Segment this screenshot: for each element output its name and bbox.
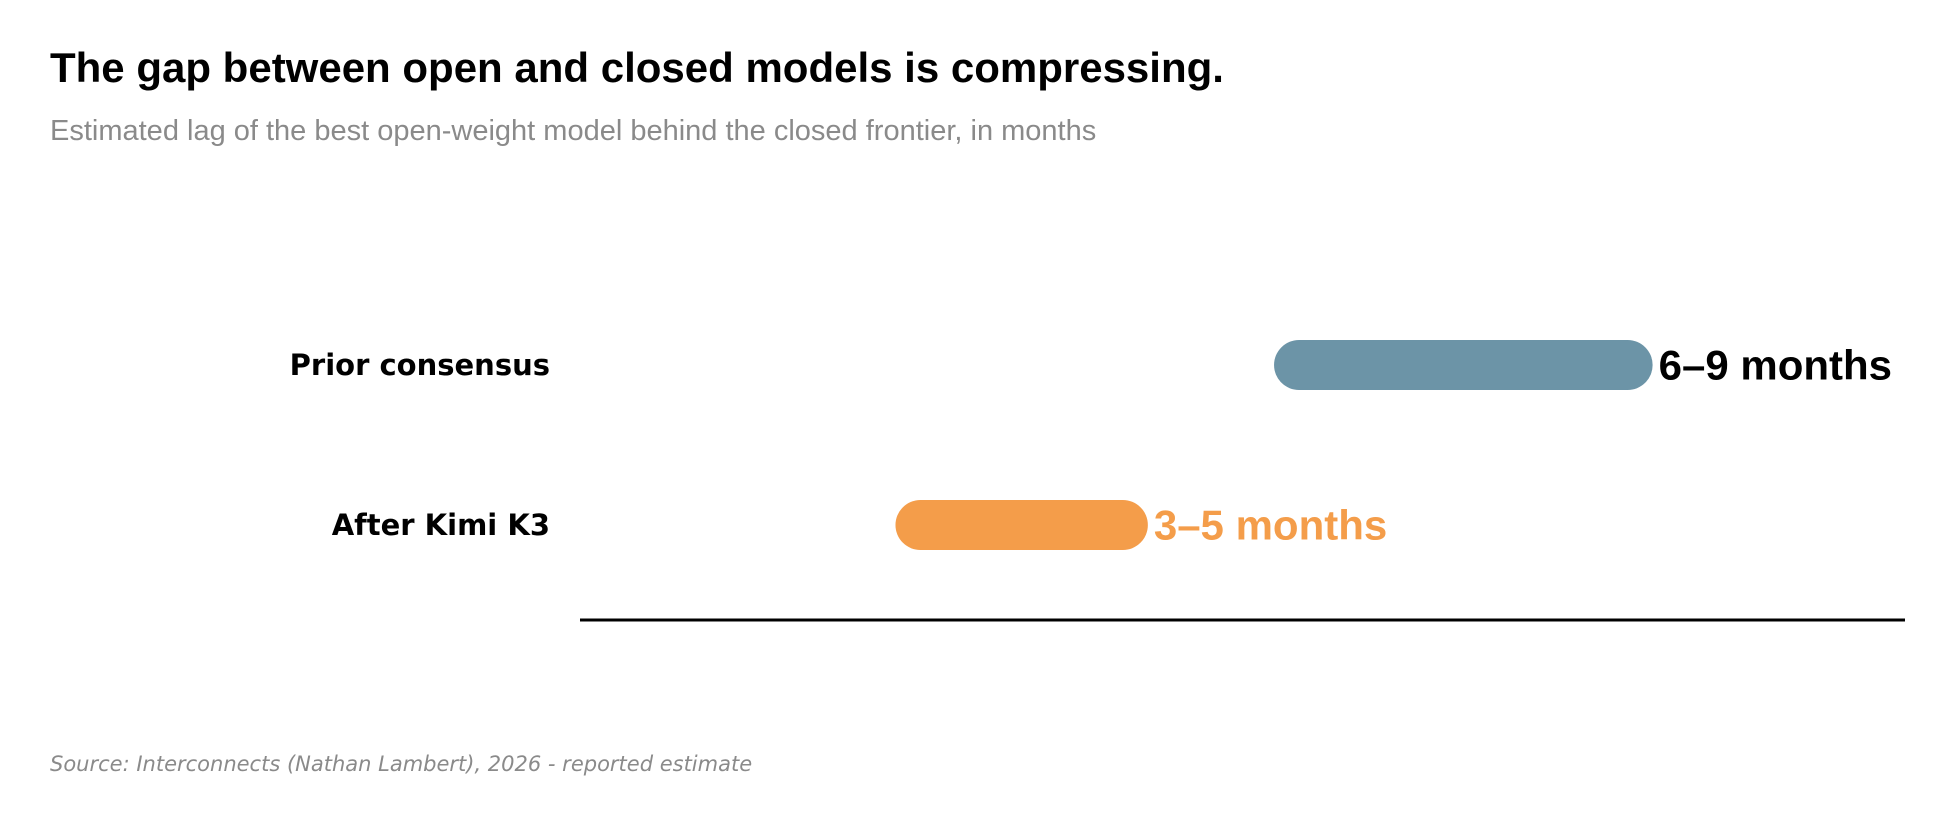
data-labels: 6–9 months 3–5 months	[1154, 342, 1892, 549]
data-label: 6–9 months	[1659, 342, 1892, 389]
range-bar	[895, 500, 1148, 550]
data-label: 3–5 months	[1154, 502, 1387, 549]
source-note: Source: Interconnects (Nathan Lambert), …	[50, 752, 753, 776]
range-bars	[895, 340, 1653, 550]
range-bar	[1274, 340, 1653, 390]
chart-title: The gap between open and closed models i…	[50, 44, 1224, 91]
category-label: Prior consensus	[290, 348, 550, 382]
chart-subtitle: Estimated lag of the best open-weight mo…	[50, 115, 1097, 147]
range-bar-chart: Prior consensus After Kimi K3 6–9 months 3…	[290, 340, 1905, 622]
category-label: After Kimi K3	[332, 508, 550, 542]
category-labels: Prior consensus After Kimi K3	[290, 348, 550, 542]
